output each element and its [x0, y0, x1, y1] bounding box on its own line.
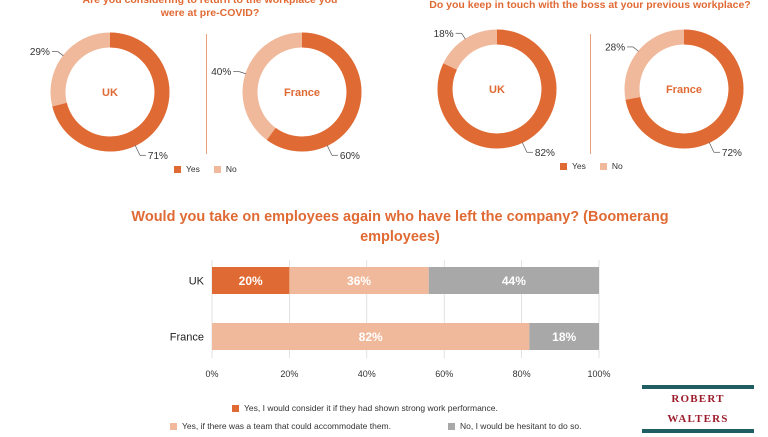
boomerang-legend-2: Yes, if there was a team that could acco… — [170, 421, 391, 431]
boomerang-legend-3: No, I would be hesitant to do so. — [448, 421, 581, 431]
donut-center-label: France — [284, 87, 320, 99]
q2-title: Do you keep in touch with the boss at yo… — [429, 0, 751, 11]
donut-center-label: UK — [489, 84, 505, 96]
legend-label-team: Yes, if there was a team that could acco… — [182, 421, 391, 431]
x-tick-label: 20% — [280, 369, 298, 379]
q1-legend-yes: Yes — [186, 164, 200, 174]
x-tick-label: 40% — [358, 369, 376, 379]
callout-line-yes — [708, 142, 715, 153]
legend-label-hesitant: No, I would be hesitant to do so. — [460, 421, 582, 431]
slice-label-yes: 82% — [535, 148, 555, 159]
logo-text: ROBERT WALTERS — [667, 393, 729, 425]
q1-title: Are you considering to return to the wor… — [82, 0, 338, 19]
legend-swatch-team — [170, 422, 177, 430]
slice-label-yes: 72% — [722, 148, 742, 159]
category-label: France — [170, 332, 204, 344]
logo-bottom-band — [642, 429, 754, 433]
robert-walters-logo: ROBERT WALTERS — [642, 385, 754, 433]
x-tick-label: 100% — [587, 369, 610, 379]
legend-swatch-strong-performance — [232, 404, 239, 412]
callout-line-yes — [521, 142, 528, 153]
bar-value-label: 36% — [347, 274, 371, 288]
donut-center-label: France — [666, 84, 702, 96]
bar-value-label: 20% — [239, 274, 263, 288]
x-tick-label: 60% — [435, 369, 453, 379]
q2-legend-yes: Yes — [572, 161, 586, 171]
donut-slice-yes — [242, 32, 362, 152]
q2-divider — [590, 34, 591, 154]
legend-swatch-yes — [560, 162, 567, 170]
slice-label-no: 18% — [434, 29, 454, 40]
bar-segment — [428, 267, 599, 294]
legend-label-strong-performance: Yes, I would consider it if they had sho… — [244, 403, 498, 413]
boomerang-bar-chart: 0% 20% 40% 60% 80% 100% UK 20% 36% 44% France 82% 18… — [170, 260, 611, 379]
bar-segment — [289, 267, 429, 294]
q1-legend-no: No — [225, 164, 237, 174]
slice-label-no: 29% — [30, 47, 50, 58]
slice-label-yes: 71% — [148, 151, 168, 162]
bar-value-label: 44% — [502, 274, 526, 288]
q1-legend: Yes No — [174, 164, 237, 174]
bar-value-label: 82% — [359, 330, 383, 344]
callout-line-yes — [326, 145, 333, 156]
callout-line-yes — [134, 145, 141, 156]
bar-segment — [529, 323, 599, 350]
donut-slice-yes — [437, 29, 557, 149]
boomerang-title: Would you take on employees again who ha… — [131, 209, 669, 245]
donut-center-label: UK — [102, 87, 118, 99]
donut-charts: UK 71% 29% France 60% 40% UK 82% 18% France 72% 28% — [30, 29, 744, 162]
bar-segment — [212, 323, 530, 350]
category-label: UK — [189, 276, 205, 288]
slice-label-yes: 60% — [340, 151, 360, 162]
bar-segment — [212, 267, 290, 294]
x-tick-label: 0% — [205, 369, 218, 379]
legend-swatch-yes — [174, 165, 181, 173]
boomerang-legend-1: Yes, I would consider it if they had sho… — [232, 403, 498, 413]
donut-slice-yes — [624, 29, 744, 149]
donut-slice-yes — [50, 32, 170, 152]
logo-top-band — [642, 385, 754, 389]
x-tick-label: 80% — [513, 369, 531, 379]
callout-line-no — [239, 71, 246, 75]
q2-legend-no: No — [611, 161, 623, 171]
callout-line-no — [632, 46, 639, 52]
bar-value-label: 18% — [552, 330, 576, 344]
q1-divider — [206, 34, 207, 154]
callout-line-no — [57, 51, 64, 57]
legend-swatch-no — [213, 165, 221, 173]
callout-line-no — [461, 33, 466, 40]
q2-legend: Yes No — [560, 161, 623, 171]
slice-label-no: 40% — [211, 67, 231, 78]
slice-label-no: 28% — [605, 42, 625, 53]
legend-swatch-hesitant — [448, 422, 455, 430]
legend-swatch-no — [599, 162, 607, 170]
